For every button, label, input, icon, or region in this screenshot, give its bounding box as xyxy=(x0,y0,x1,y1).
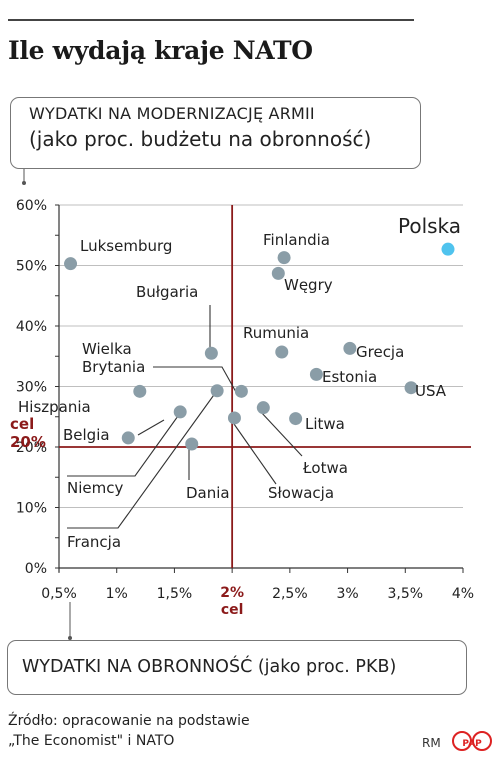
leader-line xyxy=(259,410,303,457)
x-tick-label: 1,5% xyxy=(157,586,193,602)
data-point xyxy=(204,346,218,360)
point-label: Wielka Brytania xyxy=(82,340,145,376)
x-tick-label: 2,5% xyxy=(272,586,308,602)
leader-line xyxy=(137,419,165,436)
point-label: Francja xyxy=(67,533,121,551)
y-tick-label: 50% xyxy=(16,259,47,275)
point-label: Luksemburg xyxy=(80,237,172,255)
data-point xyxy=(133,384,147,398)
data-point xyxy=(234,384,248,398)
point-label: Bułgaria xyxy=(136,283,198,301)
page-title: Ile wydają kraje NATO xyxy=(8,36,313,65)
x-axis-title: WYDATKI NA OBRONNOŚĆ (jako proc. PKB) xyxy=(22,657,397,677)
data-point xyxy=(343,341,357,355)
y-tick-label: 10% xyxy=(16,501,47,517)
data-point xyxy=(277,251,291,265)
target-x-word: cel xyxy=(221,602,244,618)
x-tick-label: 3,5% xyxy=(387,586,423,602)
target-y-word: cel xyxy=(10,415,34,433)
data-point xyxy=(256,401,270,415)
leader-line xyxy=(67,391,217,529)
agency-logo: PAP xyxy=(462,739,482,749)
data-point xyxy=(275,345,289,359)
logo-circle-left xyxy=(452,731,472,751)
data-point xyxy=(227,411,241,425)
data-point xyxy=(121,431,135,445)
y-axis-title: WYDATKI NA MODERNIZACJĘ ARMII xyxy=(29,104,315,123)
x-tick-label: 1% xyxy=(106,586,128,602)
source-note: Źródło: opracowanie na podstawie „The Ec… xyxy=(8,711,250,751)
data-point xyxy=(64,257,78,271)
point-label: USA xyxy=(415,382,447,400)
point-label: Rumunia xyxy=(243,324,309,342)
y-tick-label: 40% xyxy=(16,319,47,335)
data-point xyxy=(309,367,323,381)
x-axis-title-box: WYDATKI NA OBRONNOŚĆ (jako proc. PKB) xyxy=(7,640,467,695)
data-point xyxy=(404,381,418,395)
data-point xyxy=(210,384,224,398)
y-tick-label: 20% xyxy=(16,440,47,456)
point-label: Litwa xyxy=(305,415,345,433)
point-label: Dania xyxy=(186,484,230,502)
point-label: Hiszpania xyxy=(18,398,91,416)
data-point xyxy=(185,437,199,451)
highlighted-point xyxy=(441,242,455,256)
point-label: Węgry xyxy=(284,276,333,294)
source-line-1: Źródło: opracowanie na podstawie xyxy=(8,713,250,729)
point-label: Polska xyxy=(398,214,461,238)
target-x-value: 2% xyxy=(220,585,244,601)
top-rule xyxy=(8,19,414,21)
x-tick-label: 0,5% xyxy=(41,586,77,602)
point-label: Słowacja xyxy=(268,484,334,502)
leader-line xyxy=(153,366,237,393)
point-label: Estonia xyxy=(322,368,377,386)
y-axis-subtitle: (jako proc. budżetu na obronność) xyxy=(29,127,372,151)
x-box-connector-dot xyxy=(68,636,72,640)
author-credit: RM xyxy=(422,736,441,750)
point-label: Grecja xyxy=(356,343,404,361)
y-box-connector-dot xyxy=(22,181,26,185)
source-line-2: „The Economist" i NATO xyxy=(8,733,175,749)
y-tick-label: 0% xyxy=(25,561,47,577)
leader-line xyxy=(233,423,277,485)
target-y-value: 20% xyxy=(10,433,46,451)
data-point xyxy=(289,412,303,426)
point-label: Finlandia xyxy=(263,231,330,249)
y-tick-label: 60% xyxy=(16,198,47,214)
point-label: Niemcy xyxy=(67,479,123,497)
leader-line xyxy=(67,415,179,477)
point-label: Belgia xyxy=(63,426,110,444)
logo-circle-right xyxy=(472,731,492,751)
x-tick-label: 3% xyxy=(336,586,358,602)
y-axis-title-box: WYDATKI NA MODERNIZACJĘ ARMII (jako proc… xyxy=(10,97,421,169)
data-point xyxy=(173,405,187,419)
point-label: Łotwa xyxy=(302,459,348,477)
data-point xyxy=(271,266,285,280)
y-tick-label: 30% xyxy=(16,380,47,396)
x-tick-label: 4% xyxy=(452,586,474,602)
